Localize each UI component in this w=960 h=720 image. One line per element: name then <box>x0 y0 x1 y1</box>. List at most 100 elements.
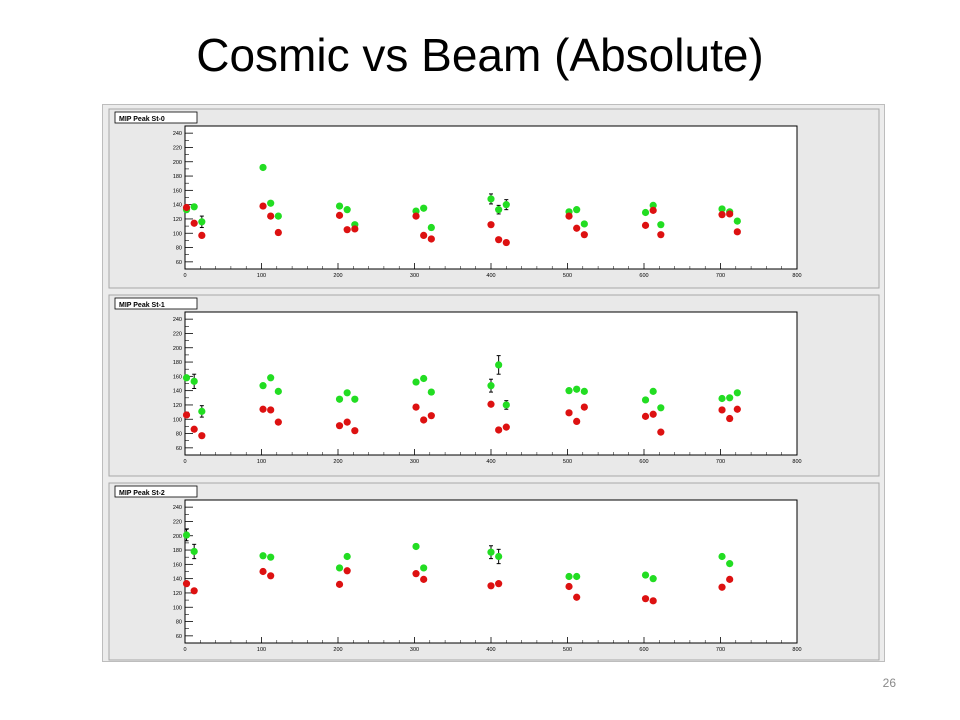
beam-point <box>718 394 726 403</box>
cosmic-point <box>718 211 726 219</box>
y-tick-label: 80 <box>176 620 182 626</box>
y-tick-label: 240 <box>173 505 182 511</box>
y-tick-label: 120 <box>173 591 182 597</box>
x-tick-label: 300 <box>410 459 419 465</box>
cosmic-point <box>412 570 420 578</box>
cosmic-point <box>427 412 435 420</box>
cosmic-point <box>502 423 510 431</box>
x-tick-label: 500 <box>563 647 572 653</box>
cosmic-point <box>487 582 495 590</box>
cosmic-point <box>259 405 267 413</box>
beam-point <box>495 552 503 561</box>
cosmic-point <box>335 422 344 430</box>
y-tick-label: 200 <box>173 346 182 352</box>
cosmic-point <box>267 572 275 580</box>
cosmic-point <box>641 221 650 229</box>
x-tick-label: 200 <box>333 647 342 653</box>
beam-point <box>274 387 282 395</box>
beam-point <box>641 208 650 217</box>
beam-point <box>190 203 198 211</box>
cosmic-point <box>182 580 191 588</box>
x-tick-label: 200 <box>333 459 342 465</box>
cosmic-point <box>573 417 581 425</box>
beam-point <box>495 206 503 214</box>
beam-point <box>733 217 741 225</box>
cosmic-point <box>190 425 198 433</box>
y-tick-label: 220 <box>173 145 182 151</box>
y-tick-label: 180 <box>173 174 182 180</box>
cosmic-point <box>412 212 420 220</box>
cosmic-point <box>649 410 657 418</box>
cosmic-point <box>649 597 657 605</box>
beam-point <box>718 205 726 213</box>
y-tick-label: 140 <box>173 203 182 209</box>
beam-point <box>182 374 191 382</box>
cosmic-point <box>420 416 428 424</box>
cosmic-point <box>351 427 359 435</box>
cosmic-point <box>198 432 206 440</box>
beam-point <box>420 564 428 572</box>
beam-point <box>565 572 573 581</box>
x-tick-label: 600 <box>639 459 648 465</box>
beam-point <box>351 395 359 403</box>
x-tick-label: 0 <box>183 273 186 279</box>
beam-point <box>267 553 275 561</box>
beam-point <box>733 389 741 397</box>
y-tick-label: 80 <box>176 432 182 438</box>
beam-point <box>502 401 510 409</box>
cosmic-point <box>657 428 665 436</box>
panel-2: MIP Peak St-2 60 80 100 120 140 160 180 200 220 24… <box>108 482 880 661</box>
cosmic-point <box>343 226 351 234</box>
panel-title: MIP Peak St-2 <box>119 490 165 497</box>
beam-point <box>726 560 734 568</box>
x-tick-label: 500 <box>563 459 572 465</box>
cosmic-point <box>190 587 198 595</box>
cosmic-point <box>495 236 503 244</box>
x-tick-label: 0 <box>183 647 186 653</box>
beam-point <box>267 374 275 382</box>
y-tick-label: 200 <box>173 160 182 166</box>
cosmic-point <box>580 403 588 411</box>
panel-title: MIP Peak St-0 <box>119 116 165 123</box>
beam-point <box>573 385 581 393</box>
beam-point <box>580 387 588 395</box>
cosmic-point <box>718 406 726 414</box>
cosmic-point <box>259 567 267 576</box>
beam-point <box>502 201 510 209</box>
y-tick-label: 60 <box>176 446 182 452</box>
x-tick-label: 600 <box>639 273 648 279</box>
cosmic-point <box>427 235 435 243</box>
x-tick-label: 700 <box>716 459 725 465</box>
beam-point <box>190 377 198 385</box>
cosmic-point <box>267 212 275 220</box>
beam-point <box>343 206 351 214</box>
y-tick-label: 100 <box>173 417 182 423</box>
y-tick-label: 120 <box>173 217 182 223</box>
cosmic-point <box>657 231 665 239</box>
panel-title-box <box>114 297 198 310</box>
beam-point <box>649 575 657 583</box>
beam-point <box>412 207 420 215</box>
beam-point <box>267 199 275 207</box>
x-tick-label: 100 <box>257 647 266 653</box>
y-tick-label: 240 <box>173 131 182 137</box>
plot-area <box>184 499 798 644</box>
y-tick-label: 120 <box>173 403 182 409</box>
x-tick-label: 500 <box>563 273 572 279</box>
y-tick-label: 140 <box>173 389 182 395</box>
beam-point <box>565 387 573 395</box>
cosmic-point <box>726 575 734 583</box>
cosmic-point <box>420 575 428 583</box>
beam-point <box>427 388 435 396</box>
beam-point <box>487 548 495 556</box>
beam-point <box>335 564 344 572</box>
beam-point <box>343 552 351 561</box>
beam-point <box>420 374 428 383</box>
y-tick-label: 60 <box>176 634 182 640</box>
beam-point <box>274 212 282 220</box>
y-tick-label: 160 <box>173 188 182 194</box>
panel-title-box <box>114 485 198 498</box>
y-tick-label: 160 <box>173 562 182 568</box>
cosmic-point <box>565 212 573 220</box>
panel-0: MIP Peak St-0 60 80 100 120 140 160 180 200 220 24… <box>108 108 880 289</box>
